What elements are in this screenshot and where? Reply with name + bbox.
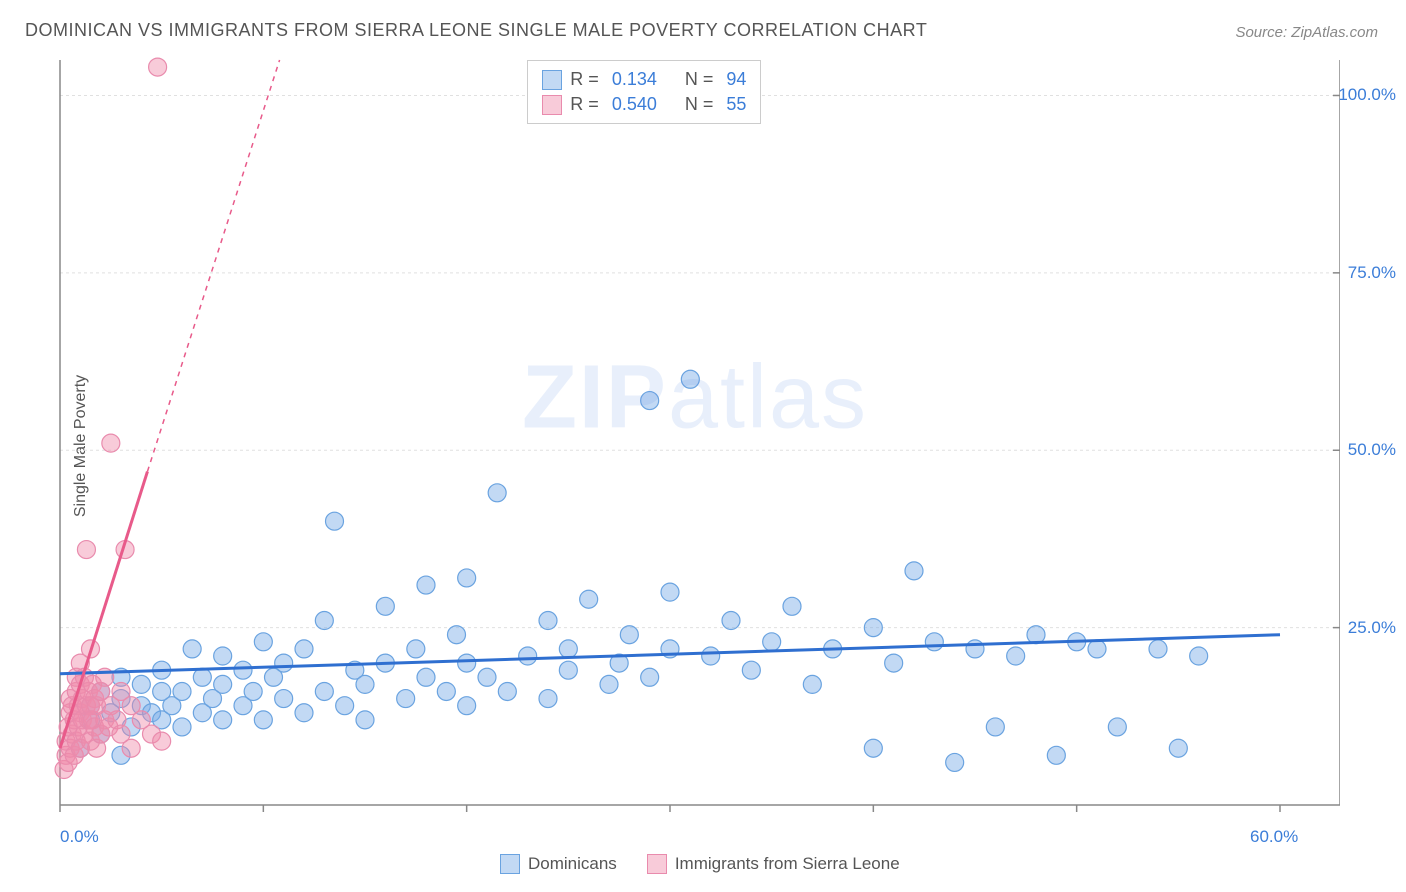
legend-swatch [500,854,520,874]
x-tick-label: 60.0% [1250,827,1298,847]
legend-row: R = 0.134 N = 94 [542,67,746,92]
series-legend: Dominicans Immigrants from Sierra Leone [500,854,900,874]
scatter-chart-svg [50,55,1340,835]
legend-swatch [542,95,562,115]
r-value: 0.540 [607,94,657,115]
n-label: N = [685,94,714,115]
r-value: 0.134 [607,69,657,90]
y-tick-label: 25.0% [1348,618,1396,638]
r-label: R = [570,69,599,90]
correlation-legend: R = 0.134 N = 94 R = 0.540 N = 55 [527,60,761,124]
n-value: 55 [721,94,746,115]
n-label: N = [685,69,714,90]
chart-title: DOMINICAN VS IMMIGRANTS FROM SIERRA LEON… [25,20,927,41]
legend-swatch [542,70,562,90]
source-label: Source: ZipAtlas.com [1235,24,1378,41]
legend-row: R = 0.540 N = 55 [542,92,746,117]
plot-area: ZIPatlas R = 0.134N = 94R = 0.540N = 55 [50,55,1340,835]
chart-container: DOMINICAN VS IMMIGRANTS FROM SIERRA LEON… [0,0,1406,892]
y-tick-label: 75.0% [1348,263,1396,283]
legend-item: Immigrants from Sierra Leone [647,854,900,874]
legend-label: Dominicans [528,854,617,874]
x-tick-label: 0.0% [60,827,99,847]
y-tick-label: 100.0% [1338,85,1396,105]
legend-swatch [647,854,667,874]
legend-item: Dominicans [500,854,617,874]
n-value: 94 [721,69,746,90]
legend-label: Immigrants from Sierra Leone [675,854,900,874]
y-tick-label: 50.0% [1348,440,1396,460]
r-label: R = [570,94,599,115]
